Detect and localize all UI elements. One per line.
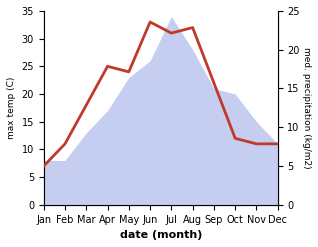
Y-axis label: med. precipitation (kg/m2): med. precipitation (kg/m2)	[302, 47, 311, 169]
X-axis label: date (month): date (month)	[120, 230, 202, 240]
Y-axis label: max temp (C): max temp (C)	[7, 77, 16, 139]
